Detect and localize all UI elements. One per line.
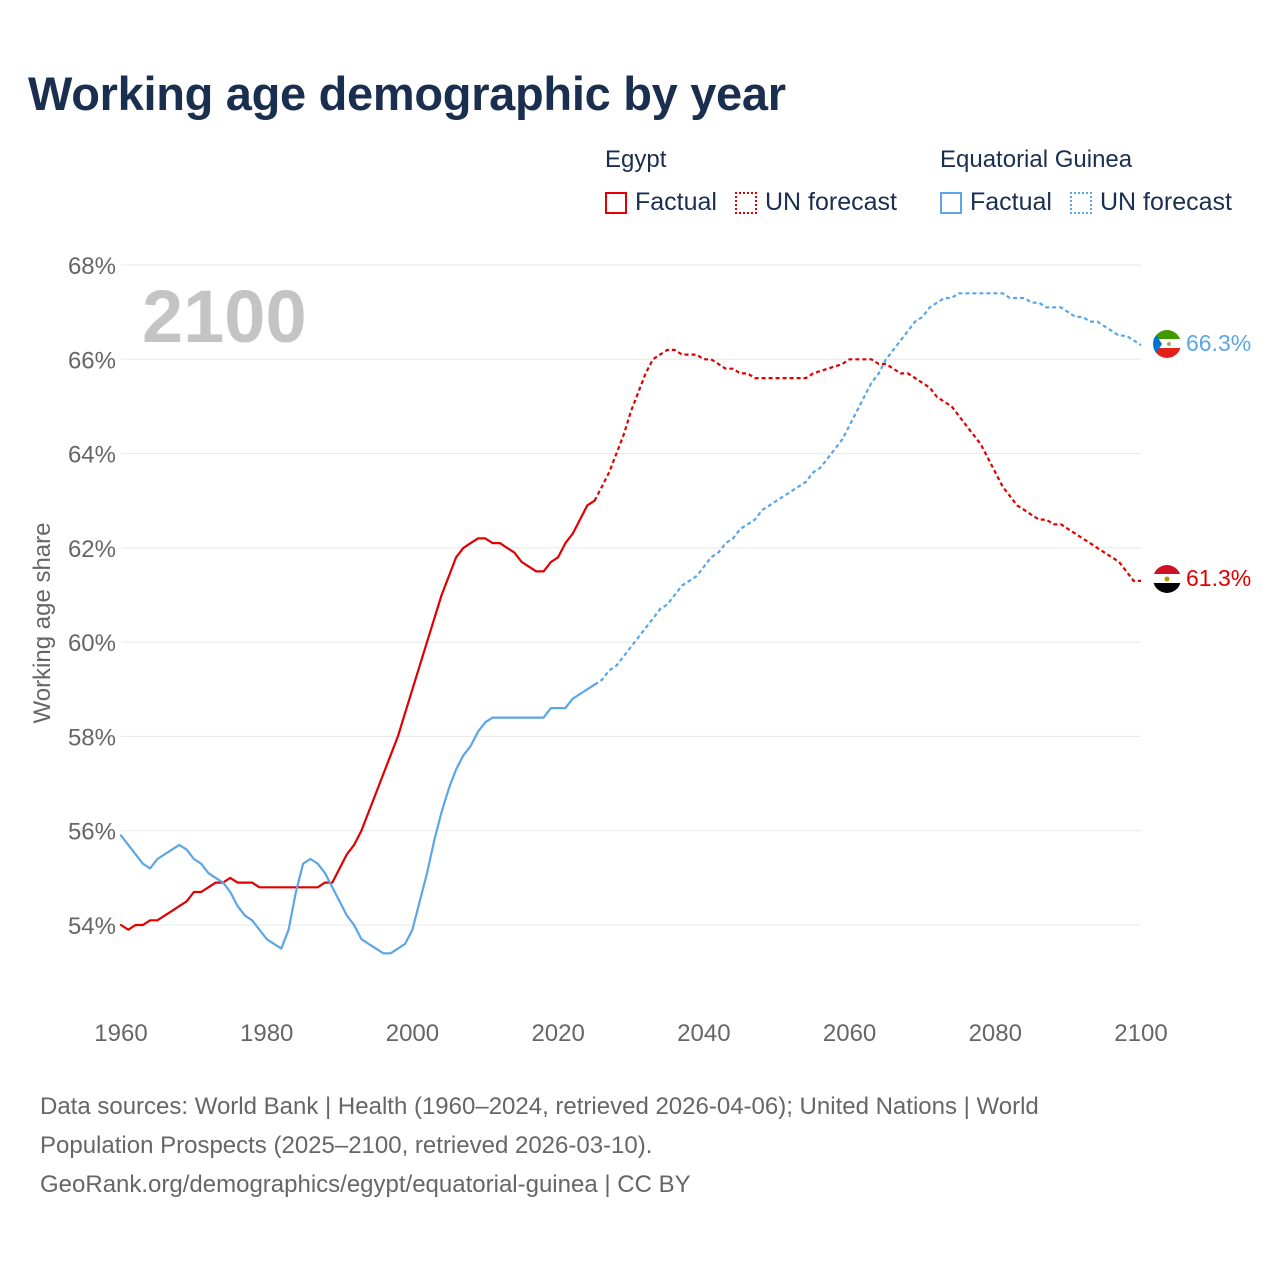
legend-label: UN forecast [1099,188,1232,216]
legend-label: UN forecast [764,188,897,216]
y-tick-label: 64% [68,442,116,469]
series-line-egypt-forecast[interactable] [593,348,1141,582]
end-label-equatorial-guinea: 66.3% [1186,330,1251,356]
x-axis-ticks: 1960 1980 2000 2020 2040 2060 2080 2100 [94,1020,1167,1047]
legend-eq-guinea-factual[interactable]: Factual [940,188,1052,217]
y-tick-label: 68% [68,253,116,280]
x-tick-label: 2100 [1114,1020,1167,1047]
footer-source-line-1: Data sources: World Bank | Health (1960–… [40,1093,1039,1120]
legend-eq-guinea-forecast[interactable]: UN forecast [1069,188,1232,217]
x-tick-label: 2060 [823,1020,876,1047]
x-tick-label: 1980 [240,1020,293,1047]
y-tick-label: 56% [68,819,116,846]
series-line-equatorial-guinea-factual[interactable] [119,683,596,955]
y-tick-label: 60% [68,630,116,657]
year-watermark: 2100 [142,275,307,358]
legend-egypt-forecast[interactable]: UN forecast [734,188,897,217]
x-tick-label: 2000 [386,1020,439,1047]
chart-footer: Data sources: World Bank | Health (1960–… [40,1087,1200,1204]
legend-swatch-egypt-factual [605,191,627,214]
legend-egypt-factual[interactable]: Factual [605,188,717,217]
y-tick-label: 62% [68,536,116,563]
series-lines [119,292,1142,955]
grid-lines [121,264,1141,926]
chart-title: Working age demographic by year [28,67,786,120]
end-label-egypt: 61.3% [1186,565,1251,591]
y-tick-label: 54% [68,913,116,940]
legend-swatch-egypt-forecast [734,191,757,214]
legend-group-equatorial-guinea: Equatorial Guinea [940,146,1133,173]
x-tick-label: 2040 [677,1020,730,1047]
y-tick-label: 66% [68,347,116,374]
series-line-egypt-factual[interactable] [119,499,596,931]
x-tick-label: 2020 [531,1020,584,1047]
footer-link[interactable]: GeoRank.org/demographics/egypt/equatoria… [40,1171,691,1198]
legend-equatorial-guinea: Equatorial Guinea Factual UN forecast [940,146,1232,217]
series-line-equatorial-guinea-forecast[interactable] [594,292,1142,686]
legend-swatch-eq-guinea-forecast [1069,191,1092,214]
footer-source-line-2: Population Prospects (2025–2100, retriev… [40,1132,653,1159]
flag-egypt-icon [1153,565,1181,593]
line-chart: 2100 54% 56% 58% 60% 62% 64% 66% 68% 1960 1980 20… [29,253,1251,1047]
flag-equatorial-guinea-icon [1153,330,1181,358]
y-tick-label: 58% [68,724,116,751]
x-tick-label: 1960 [94,1020,147,1047]
y-axis-label: Working age share [29,523,56,724]
legend-swatch-eq-guinea-factual [940,191,962,214]
legend-egypt: Egypt Factual UN forecast [605,146,915,217]
legend-group-egypt: Egypt [605,146,667,173]
legend-label: Factual [635,188,717,216]
legend-label: Factual [970,188,1052,216]
y-axis-ticks: 54% 56% 58% 60% 62% 64% 66% 68% [68,253,116,940]
x-tick-label: 2080 [969,1020,1022,1047]
